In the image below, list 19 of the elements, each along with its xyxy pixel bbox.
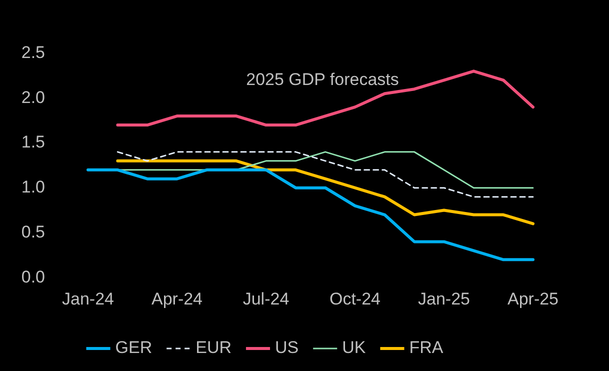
x-tick-label: Jan-25 (418, 289, 470, 308)
y-tick-label: 2.5 (21, 42, 45, 62)
y-tick-label: 1.5 (21, 132, 45, 152)
x-tick-label: Jan-24 (62, 289, 114, 308)
x-tick-label: Apr-25 (507, 289, 559, 308)
line-series (116, 151, 534, 198)
y-tick-label: 1.0 (21, 178, 45, 197)
legend-label: UK (342, 338, 366, 358)
legend-label: US (275, 338, 299, 358)
x-tick-label: Apr-24 (151, 289, 203, 308)
legend-label: GER (115, 338, 152, 358)
legend-label: EUR (196, 338, 232, 358)
y-tick-label: 2.0 (21, 88, 45, 107)
legend-label: FRA (409, 338, 444, 358)
x-tick-label: Oct-24 (329, 289, 381, 308)
text: 2025 GDP forecasts (246, 70, 399, 89)
y-tick-label: 0.0 (21, 267, 45, 286)
y-tick-label: 0.5 (21, 222, 45, 242)
x-tick-label: Jul-24 (242, 289, 290, 308)
